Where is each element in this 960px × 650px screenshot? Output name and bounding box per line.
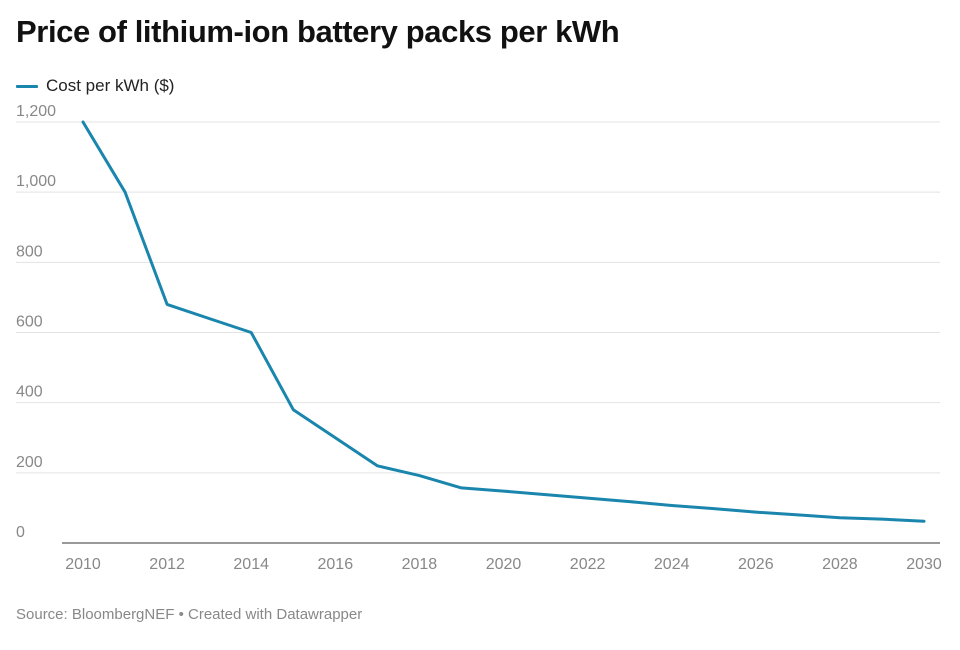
x-tick-label: 2014	[233, 556, 269, 573]
series-line	[81, 120, 926, 523]
x-tick-label: 2022	[570, 556, 606, 573]
y-tick-label: 400	[16, 384, 43, 401]
x-axis-labels: 2010 2012 2014 2016 2018 2020 2022 2024 2026 2028…	[65, 556, 942, 573]
series-lines	[81, 120, 926, 523]
y-tick-label: 1,200	[16, 103, 56, 120]
y-axis-labels: 0 200 400 600 800 1,000 1,200	[16, 103, 56, 541]
x-tick-label: 2026	[738, 556, 774, 573]
source-note: Source: BloombergNEF • Created with Data…	[16, 606, 363, 623]
legend-swatch	[16, 84, 38, 88]
x-tick-label: 2028	[822, 556, 858, 573]
x-tick-label: 2012	[149, 556, 185, 573]
y-tick-label: 200	[16, 454, 43, 471]
legend: Cost per kWh ($)	[16, 76, 174, 96]
y-tick-label: 800	[16, 243, 43, 260]
x-tick-label: 2010	[65, 556, 101, 573]
y-tick-label: 1,000	[16, 173, 56, 190]
grid-lines	[16, 121, 940, 474]
y-tick-label: 600	[16, 314, 43, 331]
chart-title: Price of lithium-ion battery packs per k…	[16, 14, 620, 49]
x-tick-label: 2030	[906, 556, 942, 573]
y-tick-label: 0	[16, 524, 25, 541]
legend-label: Cost per kWh ($)	[46, 76, 175, 95]
x-tick-label: 2020	[486, 556, 522, 573]
x-tick-label: 2016	[318, 556, 354, 573]
x-tick-label: 2024	[654, 556, 690, 573]
x-tick-label: 2018	[402, 556, 438, 573]
